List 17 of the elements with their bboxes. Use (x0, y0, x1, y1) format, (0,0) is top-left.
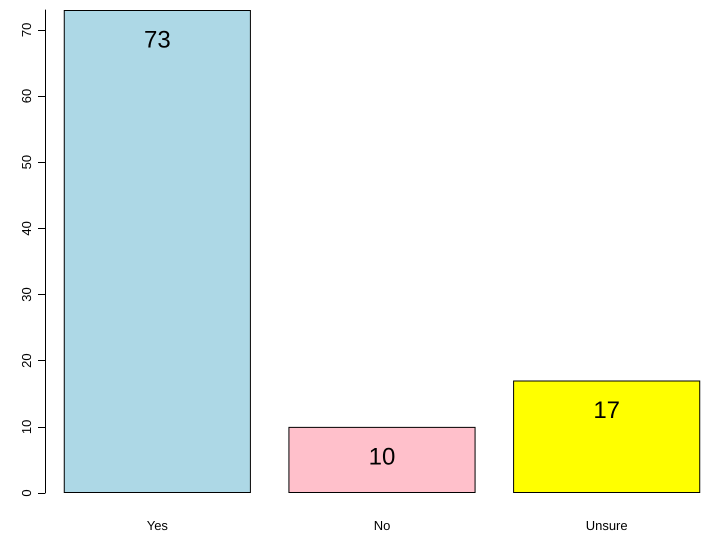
bar (513, 380, 700, 493)
y-tick-label: 0 (19, 489, 34, 497)
y-tick-label: 10 (19, 420, 34, 434)
bar (64, 10, 251, 493)
data-label: 17 (593, 397, 620, 424)
y-tick-label: 20 (19, 353, 34, 368)
data-label: 73 (144, 26, 171, 54)
y-tick-label: 30 (19, 287, 34, 302)
y-tick-label: 50 (19, 154, 34, 170)
bar (288, 426, 476, 493)
data-label: 10 (368, 443, 396, 470)
y-tick-label: 70 (19, 22, 34, 38)
y-tick-label: 60 (19, 88, 34, 104)
x-tick-label: Yes (146, 518, 168, 533)
y-tick-label: 40 (19, 221, 34, 236)
x-tick-label: No (374, 518, 390, 533)
x-tick-label: Unsure (586, 518, 628, 533)
